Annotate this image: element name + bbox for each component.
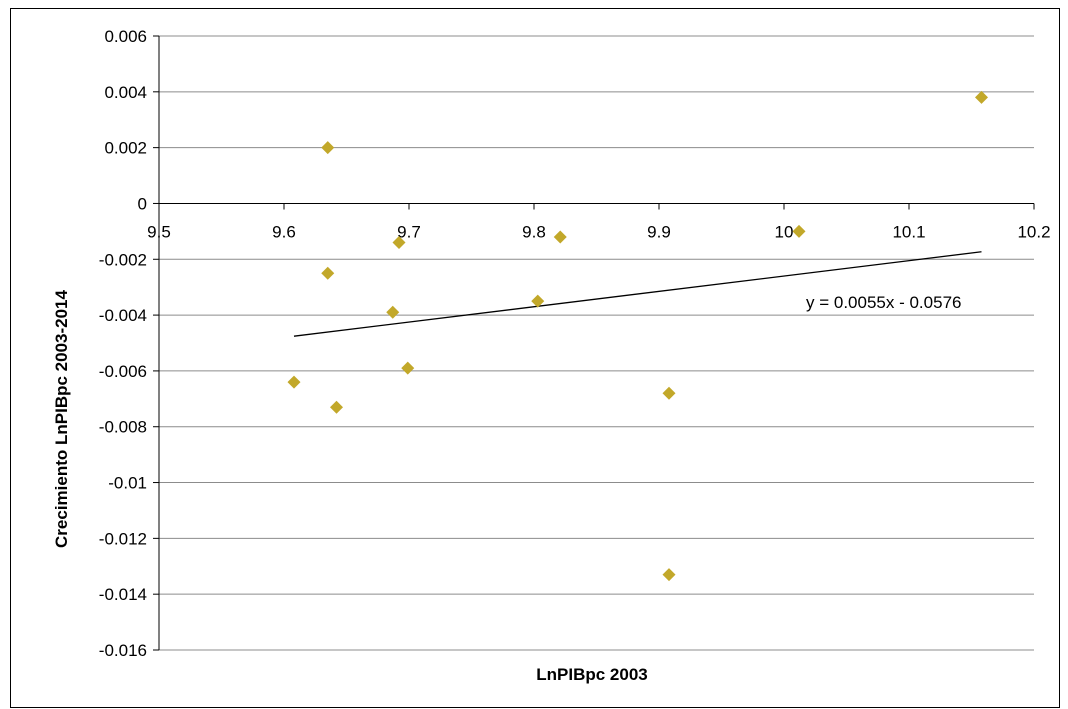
data-point xyxy=(531,294,545,308)
x-tick-label: 9.8 xyxy=(522,222,546,241)
y-tick-label: 0 xyxy=(138,194,147,213)
data-point xyxy=(321,141,335,155)
data-point xyxy=(321,266,335,280)
data-point xyxy=(287,375,301,389)
data-points xyxy=(287,90,988,582)
y-tick-label: -0.012 xyxy=(99,529,147,548)
y-tick-label: -0.006 xyxy=(99,362,147,381)
y-tick-label: 0.006 xyxy=(104,27,147,46)
y-tick-label: -0.002 xyxy=(99,250,147,269)
data-point xyxy=(662,386,676,400)
y-tick-label: -0.014 xyxy=(99,585,147,604)
data-point xyxy=(662,568,676,582)
trendline xyxy=(293,251,982,337)
data-point xyxy=(792,224,806,238)
scatter-chart: 0.006 0.004 0.002 0 -0.002 -0.004 -0.006 -0.008… xyxy=(52,27,1051,684)
y-tick-label: -0.01 xyxy=(108,474,147,493)
y-tick-label: 0.004 xyxy=(104,83,147,102)
data-point xyxy=(330,400,343,414)
x-tick-labels: 9.5 9.6 9.7 9.8 9.9 10 10.1 10.2 xyxy=(147,222,1050,241)
x-tick-label: 10.1 xyxy=(892,222,925,241)
axes xyxy=(153,35,1035,651)
gridlines xyxy=(159,35,1034,651)
x-tick-label: 9.9 xyxy=(647,222,671,241)
x-tick-label: 9.6 xyxy=(272,222,296,241)
y-tick-label: -0.008 xyxy=(99,418,147,437)
x-tick-label: 10.2 xyxy=(1017,222,1050,241)
chart-frame: 0.006 0.004 0.002 0 -0.002 -0.004 -0.006 -0.008… xyxy=(10,8,1060,708)
y-tick-label: -0.016 xyxy=(99,641,147,660)
x-tick-label: 10 xyxy=(775,222,794,241)
y-tick-label: -0.004 xyxy=(99,306,147,325)
data-point xyxy=(392,236,406,250)
data-point xyxy=(401,361,415,375)
y-tick-labels: 0.006 0.004 0.002 0 -0.002 -0.004 -0.006 -0.008… xyxy=(99,27,147,660)
x-axis-title: LnPIBpc 2003 xyxy=(536,665,648,684)
x-tick-label: 9.7 xyxy=(397,222,421,241)
trendline-equation: y = 0.0055x - 0.0576 xyxy=(806,293,961,312)
data-point xyxy=(553,230,567,244)
x-tick-label: 9.5 xyxy=(147,222,171,241)
data-point xyxy=(386,305,400,319)
trendline-group xyxy=(293,251,982,337)
y-axis-title: Crecimiento LnPIBpc 2003-2014 xyxy=(52,289,71,547)
data-point xyxy=(975,90,988,104)
y-tick-label: 0.002 xyxy=(104,139,147,158)
